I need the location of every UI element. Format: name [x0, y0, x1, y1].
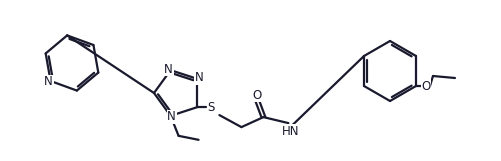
Text: O: O: [253, 89, 262, 102]
Text: S: S: [208, 101, 215, 114]
Text: HN: HN: [282, 125, 299, 138]
Text: O: O: [421, 80, 430, 93]
Text: N: N: [167, 110, 176, 123]
Text: N: N: [164, 63, 173, 76]
Text: N: N: [195, 71, 204, 84]
Text: N: N: [44, 76, 53, 89]
